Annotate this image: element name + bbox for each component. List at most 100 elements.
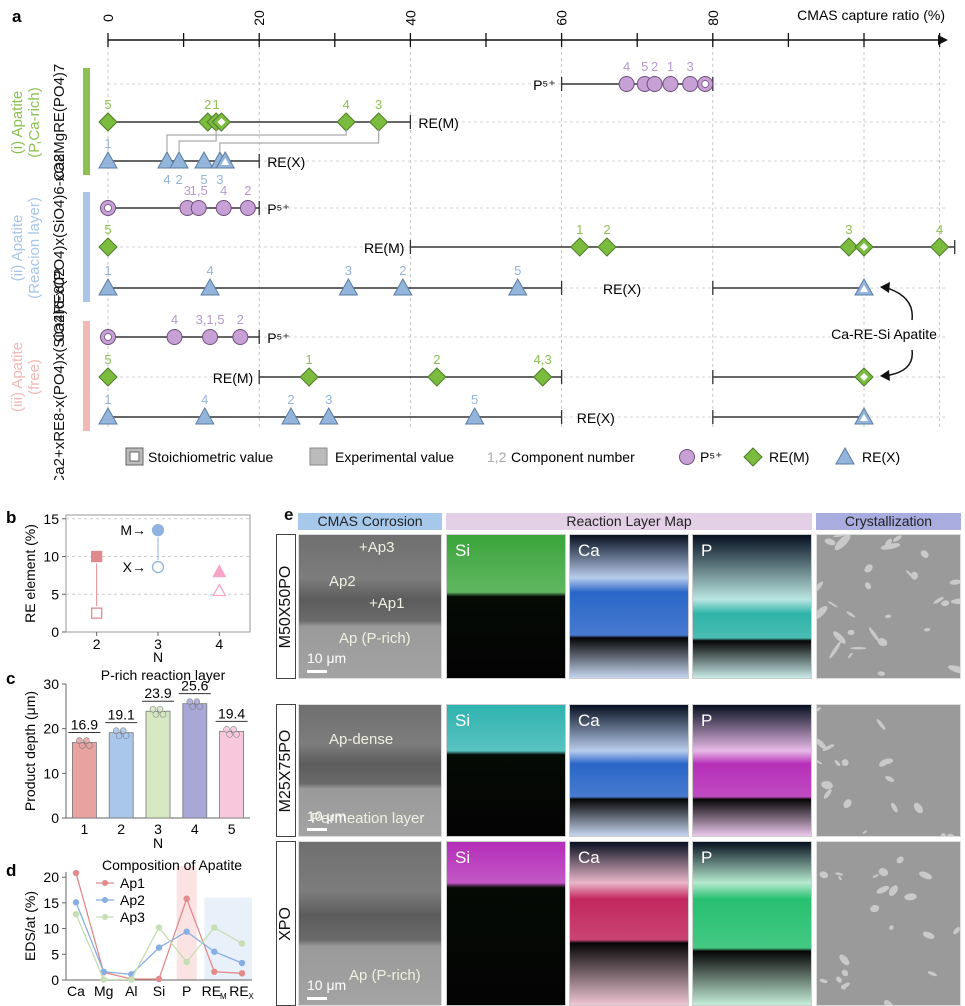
- crystal-grain: [824, 538, 836, 546]
- group-name-line1: (ii) Apatite: [9, 215, 26, 282]
- x-axis-label: N: [153, 649, 163, 665]
- crystal-grain: [947, 833, 955, 836]
- re-x-triangle-marker: [169, 150, 189, 169]
- stoichiometric-hole: [217, 118, 226, 126]
- element-map-p: P: [692, 534, 812, 679]
- x-tick-label: 4: [215, 636, 223, 652]
- crystal-grain: [829, 641, 841, 659]
- header-crystallization: Crystallization: [816, 513, 961, 530]
- crystal-grain: [904, 893, 917, 901]
- crystal-grains: [817, 707, 955, 836]
- x-axis: 0 20 40 60 80: [100, 10, 948, 47]
- crystal-grain: [884, 999, 895, 1005]
- component-number-label: 5: [104, 222, 111, 237]
- crystal-grain: [877, 671, 886, 676]
- x-circle-marker: [151, 560, 165, 574]
- crystal-grain: [950, 598, 960, 604]
- row-label: M25X75PO: [276, 704, 296, 837]
- y-tick-label: 10: [43, 549, 59, 565]
- group-name-line2: (free): [26, 359, 43, 395]
- crystal-grain: [834, 535, 851, 551]
- data-point: [79, 742, 86, 749]
- x-tick-label: 80: [705, 10, 721, 26]
- y-tick-label: 0: [51, 624, 59, 640]
- y-tick-label: 0: [51, 810, 59, 826]
- p5-circle-marker: [646, 76, 663, 92]
- crystal-grain: [876, 885, 890, 894]
- series-point: [238, 970, 246, 977]
- legend-marker: [102, 880, 108, 886]
- re-x-triangle-marker: [157, 150, 177, 169]
- panel-label-a: a: [12, 7, 22, 26]
- x-tick-label: 2: [93, 636, 101, 652]
- re-m-diamond-marker: [368, 112, 389, 132]
- data-point: [152, 710, 160, 718]
- y-tick-label: 10: [43, 765, 59, 781]
- x-axis-label: N: [153, 835, 163, 851]
- legend-label: P⁵⁺: [700, 449, 723, 465]
- crystal-grain: [949, 579, 960, 585]
- crystal-grain: [878, 868, 889, 877]
- ion-row: RE(X) 1 4 2 5 3: [98, 136, 305, 187]
- component-number-label: 2: [651, 59, 658, 74]
- apatite-groups: (i) Apatite (P,Ca-rich) Ca8MgRE(PO4)7 P⁵⁺4 5…: [9, 59, 956, 480]
- component-number-label: 4,3: [534, 352, 552, 367]
- re-x-triangle-marker: [464, 406, 485, 425]
- x-tick-subscript: X: [248, 992, 254, 1001]
- legend-label: Ap2: [120, 892, 145, 908]
- chart-title: P-rich reaction layer: [101, 667, 226, 683]
- stoichiometric-hole: [701, 80, 710, 88]
- component-number-label: 2: [603, 222, 610, 237]
- component-number-label: 3: [325, 392, 332, 407]
- crystal-grain: [838, 876, 842, 881]
- group-color-bar: [83, 321, 90, 431]
- p5-circle-marker: [166, 329, 183, 345]
- component-link-line: [219, 130, 380, 152]
- crystal-grain: [847, 652, 853, 659]
- crystal-grain: [819, 871, 829, 879]
- ion-row-label: RE(M): [418, 115, 458, 131]
- crystal-grain: [821, 781, 833, 790]
- crystal-grain: [834, 760, 841, 767]
- element-label: Ca: [578, 541, 600, 560]
- component-number-label: 3,1,5: [196, 312, 225, 327]
- data-point: [226, 731, 233, 738]
- x-tick-label: 3: [154, 821, 162, 837]
- legend-label: Stoichiometric value: [148, 449, 273, 465]
- re-m-diamond-marker: [597, 237, 617, 257]
- crystal-grain: [870, 904, 880, 913]
- element-map-ca: Ca: [569, 704, 689, 837]
- panel-a-capture-ratio-chart: a 0 20 40 60 80 CMAS capture ratio (%) (i) A…: [9, 7, 956, 480]
- header-reaction-layer-map: Reaction Layer Map: [446, 513, 812, 530]
- series-point: [183, 895, 190, 902]
- data-point: [189, 703, 197, 710]
- component-number-label: 5: [471, 392, 478, 407]
- data-label: 25.6: [181, 678, 208, 694]
- bar: [145, 710, 171, 819]
- scale-bar: [307, 828, 327, 831]
- legend-marker: [102, 897, 108, 903]
- x-tick-label: 2: [117, 821, 125, 837]
- component-number-label: 4: [623, 59, 630, 74]
- y-tick-label: 15: [43, 895, 59, 911]
- group-name-line2: (P,Ca-rich): [26, 87, 43, 158]
- data-point: [83, 737, 90, 744]
- re-m-diamond-marker: [336, 112, 356, 132]
- element-map-ca: Ca: [569, 534, 689, 679]
- panel-c-product-depth-chart: P-rich reaction layer 0 10 20 30 Product dept…: [22, 667, 250, 851]
- m-circle-marker: [151, 523, 165, 537]
- element-label: Si: [455, 541, 471, 560]
- crystal-grain: [927, 971, 937, 977]
- p5-circle-marker: [202, 329, 219, 345]
- crystal-grain: [819, 978, 828, 984]
- sem-cross-section-image: Ap-dense Permeation layer 10 μm: [298, 704, 442, 837]
- series-point: [100, 976, 107, 983]
- panel-e-micrographs: e CMAS Corrosion Reaction Layer Map Crys…: [276, 505, 965, 1006]
- x-tick-label: RE: [229, 983, 248, 999]
- p5-circle-marker: [682, 76, 699, 92]
- ion-row-label: RE(M): [213, 370, 253, 386]
- ion-row-label: RE(X): [603, 281, 641, 297]
- row-label: M50X50PO: [276, 534, 296, 679]
- data-label: 19.4: [218, 705, 245, 721]
